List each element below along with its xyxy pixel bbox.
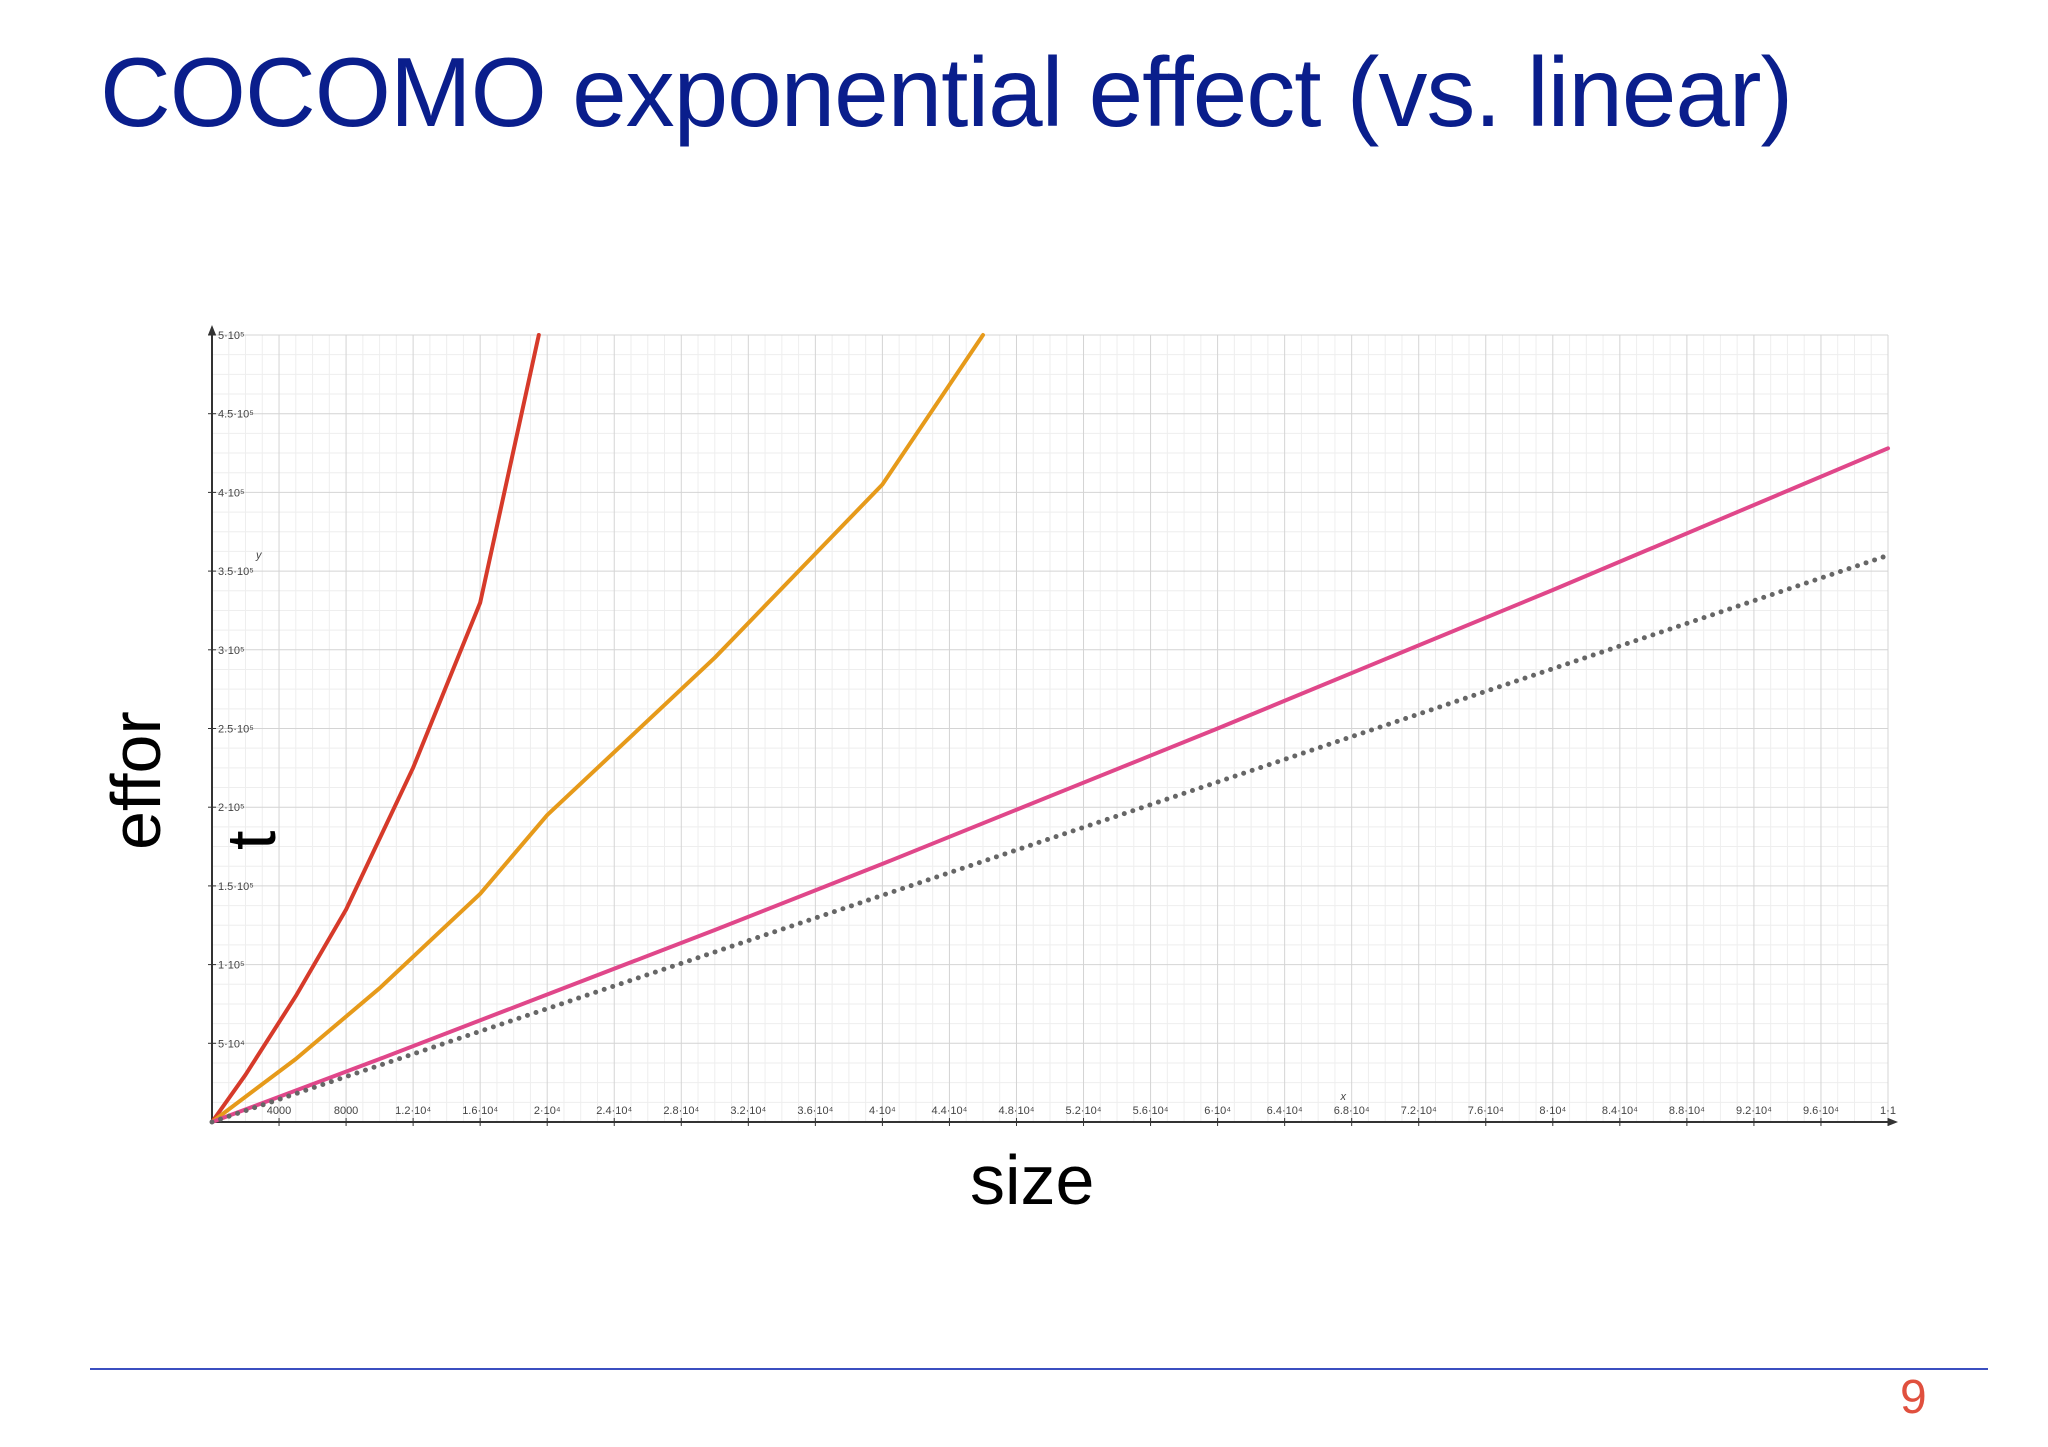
x-tick-label: 4·10⁴	[869, 1105, 896, 1117]
y-tick-label: 1·10⁵	[218, 960, 245, 972]
x-axis-label: size	[970, 1141, 1095, 1219]
y-tick-label: 3·10⁵	[218, 645, 245, 657]
footer-divider	[90, 1368, 1988, 1370]
x-tick-label: 3.6·10⁴	[797, 1105, 833, 1117]
y-axis-arrow	[208, 325, 216, 335]
x-tick-label: 2·10⁴	[534, 1105, 561, 1117]
y-tick-label: 4·10⁵	[218, 487, 245, 499]
slide-title: COCOMO exponential effect (vs. linear)	[100, 37, 1793, 147]
x-tick-label: 2.8·10⁴	[663, 1105, 699, 1117]
x-tick-label: 3.2·10⁴	[730, 1105, 766, 1117]
x-tick-label: 7.6·10⁴	[1468, 1105, 1504, 1117]
x-tick-label: 2.4·10⁴	[596, 1105, 632, 1117]
x-tick-label: 9.6·10⁴	[1803, 1105, 1839, 1117]
y-tick-label: 1.5·10⁵	[218, 881, 254, 893]
y-axis-label: effor t	[96, 640, 296, 850]
y-axis-label-line1: effor	[97, 711, 175, 850]
x-tick-label: 6.4·10⁴	[1267, 1105, 1303, 1117]
y-tick-label: 2·10⁵	[218, 802, 245, 814]
tick-labels: 4000 8000 1.2·10⁴ 1.6·10⁴ 2·10⁴ 2.4·10⁴ 2.8·10…	[208, 330, 1896, 1126]
x-tick-label: 8.8·10⁴	[1669, 1105, 1705, 1117]
series-lines	[209, 333, 1891, 1125]
y-axis-variable: y	[255, 550, 263, 562]
x-tick-label: 8.4·10⁴	[1602, 1105, 1638, 1117]
x-tick-label: 4.8·10⁴	[999, 1105, 1035, 1117]
x-tick-label: 7.2·10⁴	[1401, 1105, 1437, 1117]
x-tick-label: 4000	[267, 1105, 291, 1117]
y-tick-label: 3.5·10⁵	[218, 566, 254, 578]
x-tick-label: 1.6·10⁴	[462, 1105, 498, 1117]
series-line-3	[210, 446, 1890, 1124]
y-tick-label: 5·10⁴	[218, 1038, 245, 1050]
page-number: 9	[1900, 1371, 1927, 1424]
series-line-1	[210, 333, 541, 1124]
y-axis-label-line2: t	[212, 830, 290, 850]
x-tick-label: 1.2·10⁴	[395, 1105, 431, 1117]
x-axis-arrow	[1888, 1118, 1898, 1126]
axes	[208, 325, 1898, 1126]
x-tick-label: 6.8·10⁴	[1334, 1105, 1370, 1117]
x-tick-label: 9.2·10⁴	[1736, 1105, 1772, 1117]
x-tick-label: 4.4·10⁴	[931, 1105, 967, 1117]
y-tick-label: 2.5·10⁵	[218, 724, 254, 736]
x-tick-label: 5.2·10⁴	[1066, 1105, 1102, 1117]
y-tick-label: 5·10⁵	[218, 330, 245, 342]
x-tick-label: 5.6·10⁴	[1133, 1105, 1169, 1117]
x-tick-label: 8000	[334, 1105, 358, 1117]
y-tick-label: 4.5·10⁵	[218, 409, 254, 421]
major-gridlines	[212, 334, 1889, 1122]
x-tick-label: 1·1	[1880, 1105, 1896, 1117]
x-tick-label: 6·10⁴	[1204, 1105, 1231, 1117]
series-line-2	[210, 333, 985, 1124]
series-line-4	[209, 552, 1891, 1125]
x-axis-variable: x	[1340, 1091, 1347, 1103]
x-tick-label: 8·10⁴	[1539, 1105, 1566, 1117]
